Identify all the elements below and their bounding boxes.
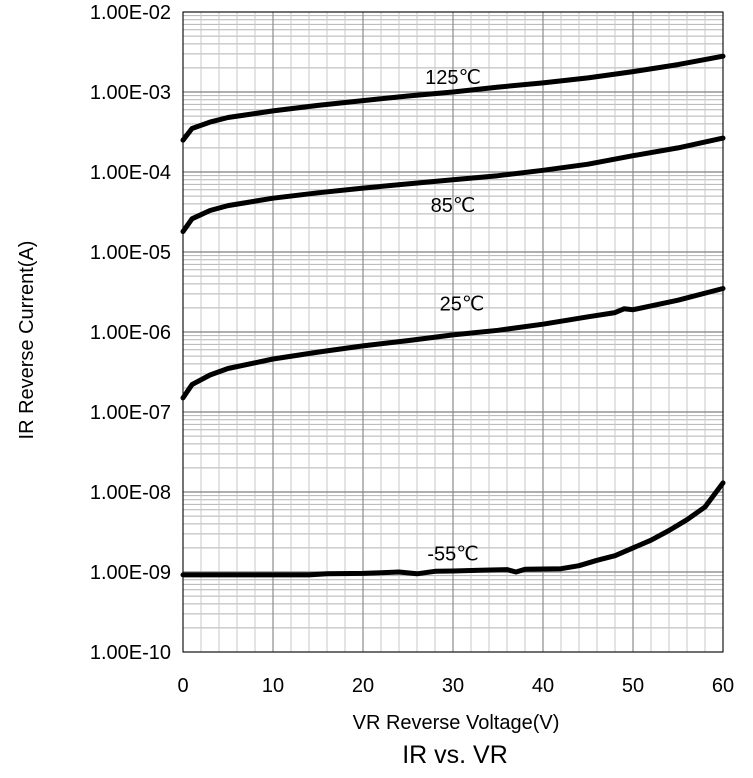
series-line (180, 286, 726, 401)
y-tick-label: 1.00E-04 (90, 162, 171, 184)
y-tick-label: 1.00E-03 (90, 82, 171, 104)
series-label: 85℃ (431, 195, 476, 217)
chart-title: IR vs. VR (402, 741, 508, 769)
x-axis-title: VR Reverse Voltage(V) (353, 712, 560, 734)
x-tick-label: 50 (622, 675, 644, 697)
series-label: -55℃ (427, 543, 478, 565)
y-tick-label: 1.00E-02 (90, 2, 171, 24)
y-tick-label: 1.00E-07 (90, 402, 171, 424)
x-tick-labels: 0 10 20 30 40 50 60 (177, 675, 734, 697)
plot-frame (182, 11, 724, 653)
x-tick-label: 0 (177, 675, 188, 697)
y-tick-label: 1.00E-09 (90, 562, 171, 584)
y-tick-label: 1.00E-06 (90, 322, 171, 344)
y-tick-label: 1.00E-05 (90, 242, 171, 264)
series-line (180, 135, 726, 235)
series-lines (180, 53, 726, 578)
series-line (180, 53, 726, 143)
series-line (180, 480, 726, 578)
y-tick-label: 1.00E-08 (90, 482, 171, 504)
x-tick-label: 60 (712, 675, 734, 697)
x-tick-label: 40 (532, 675, 554, 697)
y-tick-label: 1.00E-10 (90, 642, 171, 664)
series-label: 25℃ (440, 294, 485, 316)
series-label: 125℃ (425, 67, 481, 89)
x-tick-label: 20 (352, 675, 374, 697)
x-tick-label: 30 (442, 675, 464, 697)
x-tick-label: 10 (262, 675, 284, 697)
series-labels: 125℃ 85℃ 25℃ -55℃ (425, 67, 484, 565)
y-tick-labels: 1.00E-10 1.00E-09 1.00E-08 1.00E-07 1.00E-06… (90, 2, 171, 664)
y-axis-title: IR Reverse Current(A) (16, 241, 38, 440)
